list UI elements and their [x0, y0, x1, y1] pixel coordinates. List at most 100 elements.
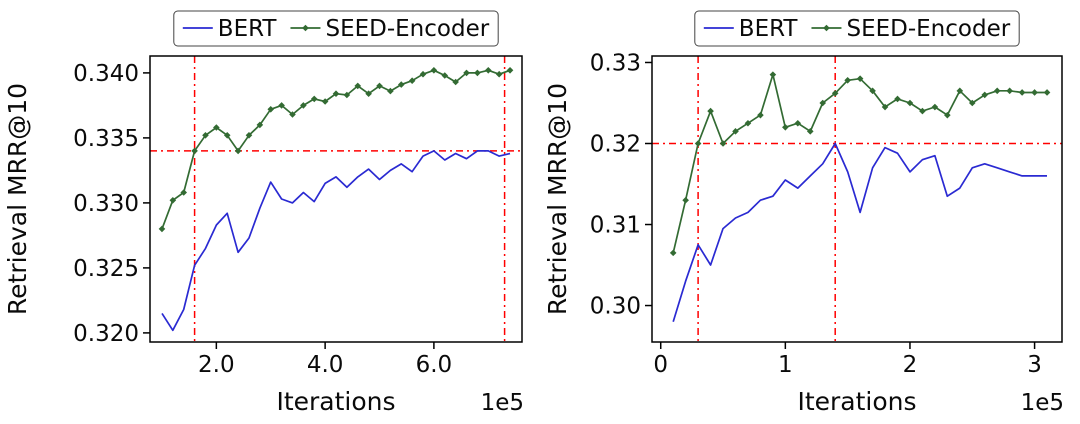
x-tick-label: 6.0: [416, 352, 453, 378]
y-tick-label: 0.31: [590, 213, 641, 239]
y-tick-label: 0.33: [590, 50, 641, 76]
series-marker-seed-encoder: [158, 225, 166, 233]
series-marker-seed-encoder: [354, 82, 362, 90]
legend-label-seed-encoder: SEED-Encoder: [325, 16, 489, 42]
series-marker-seed-encoder: [506, 67, 514, 74]
series-marker-seed-encoder: [856, 75, 864, 82]
series-marker-seed-encoder: [202, 132, 209, 139]
legend-label-bert: BERT: [218, 16, 278, 42]
series-marker-seed-encoder: [956, 87, 964, 95]
y-tick-label: 0.330: [73, 191, 139, 217]
y-tick-label: 0.30: [590, 294, 641, 320]
y-tick-label: 0.32: [590, 132, 641, 158]
series-marker-seed-encoder: [744, 119, 752, 127]
series-marker-seed-encoder: [419, 70, 427, 78]
legend-label-bert: BERT: [739, 16, 799, 42]
series-marker-seed-encoder: [682, 196, 689, 204]
series-marker-seed-encoder: [474, 69, 481, 77]
series-marker-seed-encoder: [906, 99, 914, 107]
series-marker-seed-encoder: [484, 67, 492, 74]
x-axis-offset-label: 1e5: [1021, 390, 1064, 416]
series-marker-seed-encoder: [919, 107, 926, 115]
series-marker-seed-encoder: [213, 124, 220, 131]
series-line-bert: [161, 150, 511, 332]
series-marker-seed-encoder: [931, 103, 939, 111]
series-marker-seed-encoder: [234, 147, 242, 155]
series-marker-seed-encoder: [806, 128, 814, 135]
series-line-bert: [672, 142, 1047, 322]
series-marker-seed-encoder: [441, 72, 449, 79]
chart-left: 2.0 4.0 6.0 0.320 0.325 0.330 0.335 0.340 Iterat…: [3, 10, 524, 416]
series-marker-seed-encoder: [256, 121, 264, 129]
series-marker-seed-encoder: [968, 99, 976, 107]
series-marker-seed-encoder: [694, 140, 702, 147]
x-tick-label: 0: [653, 352, 668, 378]
y-tick-label: 0.335: [73, 126, 139, 152]
series-marker-seed-encoder: [881, 103, 889, 111]
series-marker-seed-encoder: [376, 82, 383, 90]
series-marker-seed-encoder: [993, 87, 1001, 95]
y-tick-label: 0.340: [73, 61, 139, 87]
series-marker-seed-encoder: [719, 140, 727, 147]
series-marker-seed-encoder: [169, 197, 177, 204]
x-tick-label: 2.0: [198, 352, 235, 378]
series-marker-seed-encoder: [782, 123, 789, 131]
series-marker-seed-encoder: [707, 107, 714, 115]
x-axis-offset-label: 1e5: [481, 390, 524, 416]
series-marker-seed-encoder: [180, 189, 188, 196]
series-marker-seed-encoder: [343, 91, 351, 99]
plot-border: [149, 55, 523, 343]
series-marker-seed-encoder: [191, 147, 198, 155]
series-marker-seed-encoder: [365, 90, 372, 97]
series-marker-seed-encoder: [819, 99, 827, 107]
series-marker-seed-encoder: [278, 102, 285, 109]
series-line-seed-encoder: [672, 73, 1047, 254]
series-marker-seed-encoder: [732, 128, 739, 135]
y-axis-label: Retrieval MRR@10: [3, 83, 32, 315]
plot-border: [651, 55, 1063, 343]
series-marker-seed-encoder: [430, 67, 438, 74]
legend: BERT SEED-Encoder: [173, 10, 499, 47]
series-marker-seed-encoder: [794, 119, 802, 127]
series-marker-seed-encoder: [1006, 87, 1013, 95]
y-axis-label: Retrieval MRR@10: [543, 83, 572, 315]
series-marker-seed-encoder: [310, 95, 318, 103]
legend-box: [173, 10, 499, 47]
series-marker-seed-encoder: [300, 102, 307, 109]
legend-marker-seed-encoder: [823, 24, 830, 32]
x-tick-label: 1: [778, 352, 793, 378]
series-marker-seed-encoder: [408, 77, 416, 84]
series-marker-seed-encoder: [981, 91, 989, 99]
y-tick-label: 0.320: [73, 321, 139, 347]
series-marker-seed-encoder: [869, 87, 876, 95]
series-marker-seed-encoder: [1031, 89, 1038, 96]
series-marker-seed-encoder: [267, 106, 275, 113]
x-tick-label: 2: [903, 352, 918, 378]
x-tick-label: 4.0: [307, 352, 344, 378]
series-marker-seed-encoder: [1043, 89, 1051, 96]
legend-label-seed-encoder: SEED-Encoder: [846, 16, 1010, 42]
series-marker-seed-encoder: [387, 87, 394, 95]
series-marker-seed-encoder: [332, 90, 340, 97]
x-axis-label: Iterations: [797, 387, 916, 416]
series-marker-seed-encoder: [397, 81, 405, 88]
series-marker-seed-encoder: [1018, 89, 1026, 96]
legend-box: [694, 10, 1020, 47]
series-marker-seed-encoder: [223, 132, 231, 139]
series-marker-seed-encoder: [844, 77, 851, 84]
series-marker-seed-encoder: [944, 111, 951, 119]
x-tick-label: 3: [1027, 352, 1042, 378]
legend: BERT SEED-Encoder: [694, 10, 1020, 47]
series-marker-seed-encoder: [769, 71, 777, 78]
series-marker-seed-encoder: [495, 70, 503, 78]
series-marker-seed-encoder: [245, 132, 253, 139]
series-marker-seed-encoder: [321, 98, 329, 105]
series-marker-seed-encoder: [669, 249, 677, 257]
series-marker-seed-encoder: [289, 111, 296, 118]
x-axis-label: Iterations: [276, 387, 395, 416]
series-marker-seed-encoder: [831, 89, 839, 97]
chart-right: 0 1 2 3 0.30 0.31 0.32 0.33 Iterations 1e5 Retriev…: [543, 10, 1064, 416]
series-marker-seed-encoder: [757, 111, 764, 119]
y-tick-label: 0.325: [73, 256, 139, 282]
